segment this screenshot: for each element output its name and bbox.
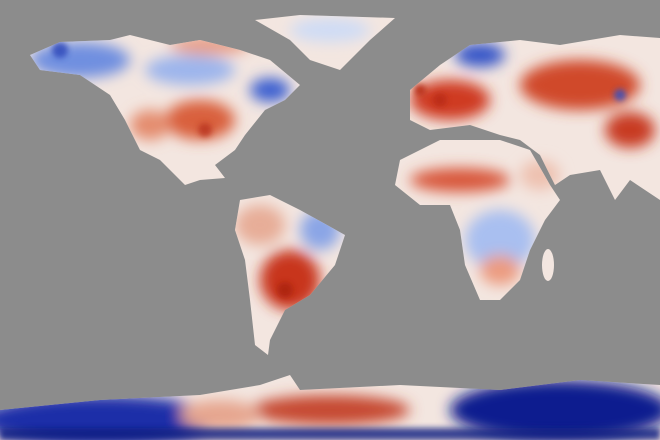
anomaly-patches [0,18,660,440]
anomaly-detail [0,42,660,440]
